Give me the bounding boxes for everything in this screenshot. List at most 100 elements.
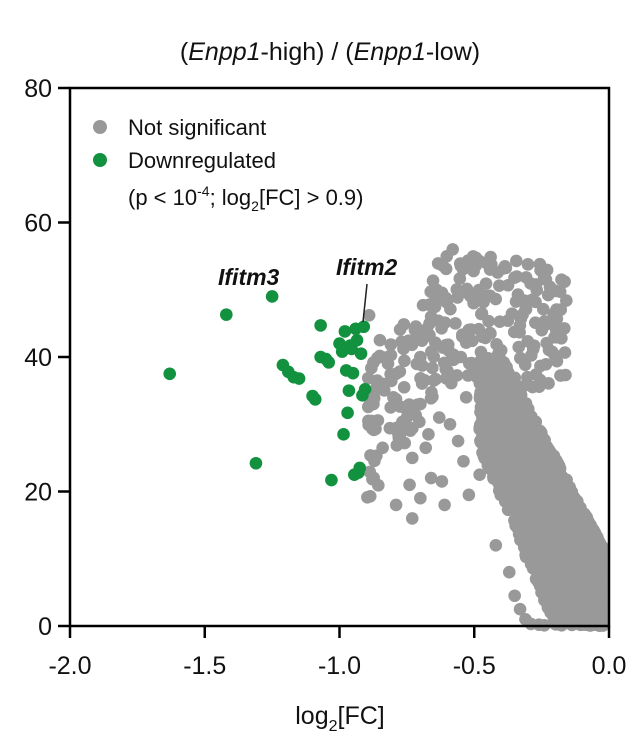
y-tick-label: 60 [24, 210, 52, 238]
point-not-significant [551, 464, 565, 477]
legend-marker-downregulated [93, 153, 107, 167]
x-tick-label: 0.0 [592, 652, 627, 680]
point-not-significant [435, 475, 449, 488]
point-not-significant [427, 374, 441, 387]
point-not-significant [469, 251, 483, 265]
point-not-significant [510, 270, 524, 283]
point-not-significant [403, 478, 416, 492]
point-not-significant [558, 346, 572, 359]
legend-label-not-significant: Not significant [128, 115, 266, 140]
point-not-significant [435, 322, 448, 335]
point-not-significant [457, 454, 470, 468]
point-not-significant [498, 489, 512, 503]
point-not-significant [553, 285, 567, 298]
point-not-significant [510, 254, 523, 268]
point-not-significant [477, 295, 490, 309]
point-not-significant [474, 345, 488, 359]
point-not-significant [502, 565, 516, 579]
point-not-significant [517, 428, 530, 442]
point-not-significant [483, 379, 496, 392]
point-not-significant [384, 401, 398, 414]
point-not-significant [546, 603, 559, 617]
point-not-significant [494, 343, 508, 357]
point-not-significant [415, 377, 429, 390]
point-downregulated [249, 456, 263, 470]
point-not-significant [427, 350, 441, 363]
point-not-significant [537, 443, 551, 456]
point-not-significant [365, 361, 378, 375]
point-not-significant [432, 411, 446, 424]
point-not-significant [559, 477, 573, 491]
y-tick-label: 40 [24, 344, 52, 372]
point-downregulated [354, 347, 368, 360]
gene-label-ifitm2: Ifitm2 [336, 254, 398, 280]
point-not-significant [425, 386, 438, 399]
point-not-significant [559, 525, 573, 538]
point-not-significant [438, 498, 451, 512]
point-downregulated [346, 366, 360, 380]
point-not-significant [526, 380, 539, 394]
point-not-significant [508, 589, 521, 603]
point-not-significant [446, 243, 459, 256]
point-not-significant [535, 455, 548, 469]
point-not-significant [489, 539, 503, 552]
point-not-significant [500, 360, 513, 374]
point-not-significant [537, 507, 551, 521]
point-not-significant [443, 417, 457, 431]
point-not-significant [389, 498, 403, 512]
point-not-significant [503, 409, 517, 422]
point-not-significant [583, 587, 597, 601]
point-not-significant [559, 368, 572, 382]
point-not-significant [467, 264, 480, 278]
y-tick-label: 80 [24, 75, 52, 103]
point-not-significant [444, 376, 458, 390]
point-not-significant [537, 489, 550, 502]
point-not-significant [470, 370, 484, 384]
point-not-significant [560, 294, 573, 307]
point-downregulated [325, 473, 338, 487]
point-not-significant [501, 431, 514, 444]
point-not-significant [565, 580, 579, 594]
point-not-significant [516, 308, 529, 322]
point-not-significant [489, 292, 502, 306]
point-downregulated [341, 406, 354, 420]
point-not-significant [426, 361, 439, 375]
point-not-significant [565, 600, 579, 613]
point-not-significant [373, 349, 387, 363]
point-not-significant [512, 527, 526, 541]
point-not-significant [521, 456, 534, 469]
point-downregulated [337, 428, 350, 441]
point-not-significant [513, 325, 526, 339]
point-not-significant [462, 488, 476, 502]
point-not-significant [361, 491, 374, 504]
point-not-significant [405, 451, 419, 465]
point-not-significant [552, 561, 565, 574]
point-not-significant [518, 294, 532, 307]
point-not-significant [550, 538, 564, 552]
point-not-significant [444, 302, 457, 316]
point-not-significant [521, 258, 535, 271]
x-tick-label: -1.5 [183, 652, 226, 680]
point-downregulated [342, 384, 356, 397]
point-not-significant [373, 333, 387, 347]
y-tick-label: 20 [24, 479, 52, 507]
point-not-significant [405, 512, 419, 525]
point-not-significant [536, 302, 550, 316]
legend-marker-not-significant [93, 120, 107, 134]
point-not-significant [568, 495, 582, 508]
point-not-significant [465, 357, 478, 371]
point-downregulated [350, 333, 364, 347]
point-not-significant [558, 275, 571, 288]
point-not-significant [441, 364, 454, 377]
point-not-significant [414, 397, 427, 411]
point-not-significant [494, 383, 507, 397]
point-not-significant [522, 488, 535, 502]
point-not-significant [408, 323, 422, 337]
point-downregulated [338, 325, 352, 338]
point-not-significant [416, 298, 430, 312]
point-not-significant [479, 277, 493, 290]
point-not-significant [482, 398, 495, 412]
point-not-significant [596, 592, 610, 605]
point-not-significant [553, 572, 566, 586]
axis-ticks: -2.0 -1.5 -1.0 -0.5 0.0 0 20 40 60 80 [24, 75, 626, 680]
